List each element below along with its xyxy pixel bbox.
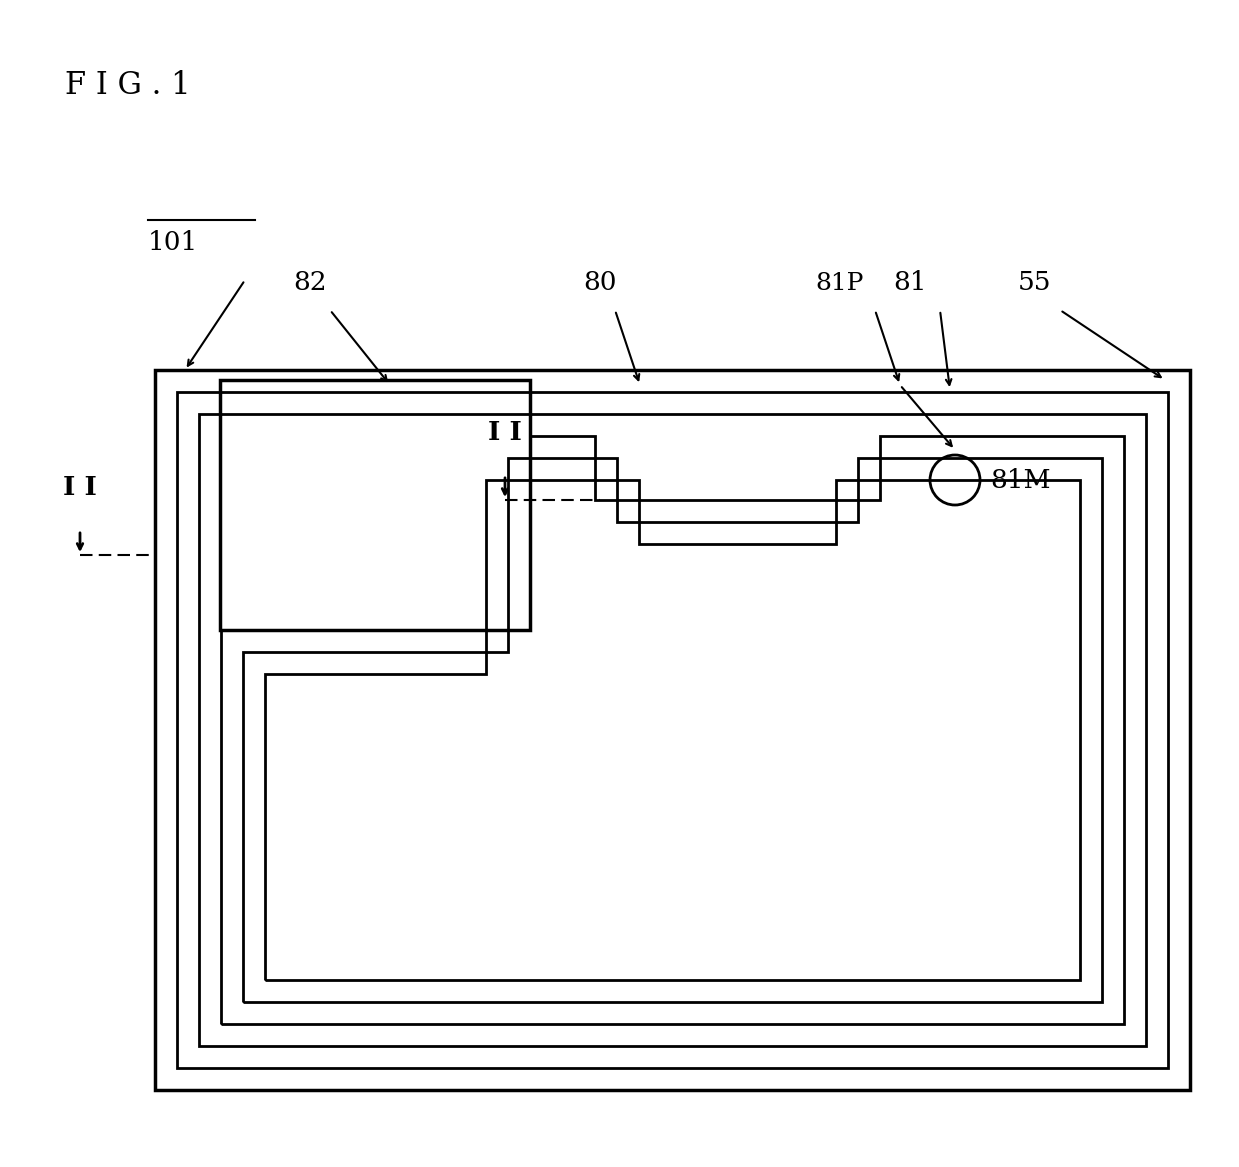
- Bar: [199, 414, 1146, 1046]
- Bar: [177, 392, 1168, 1068]
- Text: 101: 101: [147, 230, 198, 256]
- Text: 80: 80: [584, 270, 617, 295]
- Text: I I: I I: [488, 420, 522, 445]
- Bar: [155, 370, 1189, 1090]
- Text: 81P: 81P: [815, 272, 864, 295]
- Text: 55: 55: [1018, 270, 1052, 295]
- Text: I I: I I: [63, 475, 97, 499]
- Text: 81M: 81M: [990, 468, 1051, 492]
- Text: F I G . 1: F I G . 1: [64, 70, 191, 102]
- Bar: [221, 380, 530, 630]
- Text: 81: 81: [893, 270, 927, 295]
- Text: 82: 82: [294, 270, 327, 295]
